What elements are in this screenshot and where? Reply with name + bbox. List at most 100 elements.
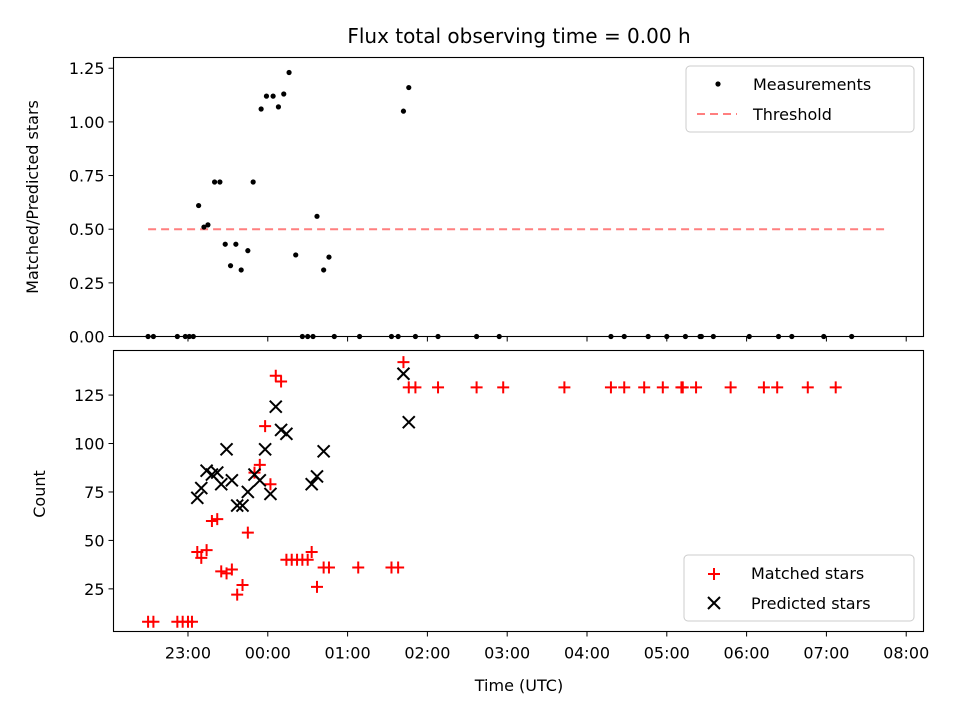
bottom-y-tick-label: 50 bbox=[84, 531, 104, 550]
matched-star-point bbox=[656, 381, 669, 394]
measurement-point bbox=[201, 224, 207, 230]
top-y-tick-label: 1.25 bbox=[69, 59, 105, 78]
legend-threshold-label: Threshold bbox=[752, 105, 832, 124]
predicted-star-point bbox=[219, 442, 234, 457]
measurement-point bbox=[263, 93, 270, 99]
matched-star-point bbox=[305, 546, 318, 559]
measurement-point bbox=[217, 179, 223, 185]
measurement-point bbox=[326, 254, 332, 260]
bottom-legend: Matched stars Predicted stars bbox=[683, 554, 915, 622]
matched-star-point bbox=[259, 420, 272, 433]
predicted-star-point bbox=[396, 367, 411, 381]
bottom-points bbox=[142, 356, 842, 628]
bottom-legend-box bbox=[683, 554, 915, 622]
x-tick-label: 08:00 bbox=[883, 644, 929, 663]
measurement-point bbox=[275, 104, 282, 110]
matched-star-point bbox=[558, 381, 571, 394]
x-tick-label: 01:00 bbox=[325, 644, 371, 663]
matched-star-point bbox=[757, 381, 770, 394]
top-axes-frame bbox=[112, 56, 925, 338]
matched-star-point bbox=[829, 381, 842, 394]
matched-star-point bbox=[147, 615, 160, 628]
predicted-star-point bbox=[304, 477, 319, 491]
predicted-star-point bbox=[316, 444, 331, 458]
matched-star-point bbox=[638, 381, 651, 394]
measurement-point bbox=[238, 267, 244, 273]
top-legend-box bbox=[685, 65, 915, 133]
measurement-point bbox=[227, 263, 234, 269]
matched-star-point bbox=[432, 381, 445, 394]
measurement-point bbox=[258, 106, 264, 112]
matched-star-point bbox=[225, 563, 238, 576]
bottom-panel: 25 50 75 100 125 23:00 00:00 01:00 02:00 03:00 04… bbox=[30, 349, 929, 695]
measurement-point bbox=[314, 213, 320, 219]
bottom-y-tick-label: 100 bbox=[74, 435, 105, 454]
matched-star-point bbox=[248, 466, 261, 479]
x-tick-label: 05:00 bbox=[644, 644, 690, 663]
x-tick-label: 02:00 bbox=[404, 644, 450, 663]
legend-predicted-label: Predicted stars bbox=[751, 594, 871, 613]
x-tick-label: 00:00 bbox=[245, 644, 291, 663]
matched-star-point bbox=[275, 375, 288, 388]
matched-star-point bbox=[604, 381, 617, 394]
measurement-point bbox=[406, 84, 412, 91]
legend-measurements-marker bbox=[715, 81, 721, 87]
predicted-star-point bbox=[279, 427, 294, 441]
matched-star-point bbox=[771, 381, 784, 394]
matched-star-point bbox=[470, 381, 483, 394]
matched-star-point bbox=[618, 381, 631, 394]
predicted-star-point bbox=[190, 491, 205, 505]
bottom-y-tick-label: 25 bbox=[84, 580, 104, 599]
top-legend: Measurements Threshold bbox=[685, 65, 915, 133]
measurement-point bbox=[286, 69, 292, 76]
predicted-star-point bbox=[194, 481, 208, 495]
matched-star-point bbox=[211, 513, 224, 526]
measurement-point bbox=[281, 91, 287, 97]
legend-predicted-marker bbox=[707, 596, 721, 610]
top-y-tick-label: 0.75 bbox=[69, 167, 105, 186]
matched-star-point bbox=[724, 381, 737, 394]
predicted-star-point bbox=[225, 473, 239, 488]
matched-star-point bbox=[392, 561, 405, 574]
predicted-star-point bbox=[253, 473, 267, 488]
measurement-point bbox=[270, 93, 276, 99]
top-y-axis-label: Matched/Predicted stars bbox=[23, 100, 42, 294]
matched-star-point bbox=[215, 565, 228, 578]
matched-star-point bbox=[269, 369, 282, 382]
measurement-point bbox=[205, 222, 211, 228]
predicted-star-point bbox=[269, 399, 283, 414]
matched-star-point bbox=[185, 615, 198, 628]
predicted-star-point bbox=[402, 415, 416, 429]
matched-star-point bbox=[310, 580, 323, 593]
chart-title: Flux total observing time = 0.00 h bbox=[347, 24, 690, 48]
bottom-y-tick-label: 75 bbox=[84, 483, 104, 502]
x-tick-label: 06:00 bbox=[724, 644, 770, 663]
predicted-star-point bbox=[214, 477, 228, 491]
matched-star-point bbox=[690, 381, 703, 394]
x-axis-label: Time (UTC) bbox=[474, 676, 563, 695]
measurement-point bbox=[250, 179, 256, 185]
predicted-star-point bbox=[310, 469, 324, 484]
legend-measurements-label: Measurements bbox=[753, 75, 871, 94]
matched-star-point bbox=[409, 381, 422, 394]
predicted-star-point bbox=[258, 442, 272, 457]
matched-star-point bbox=[497, 381, 510, 394]
measurement-point bbox=[222, 241, 228, 247]
matched-star-point bbox=[397, 356, 410, 369]
measurement-point bbox=[196, 202, 202, 209]
matched-star-point bbox=[231, 588, 244, 601]
predicted-star-point bbox=[235, 498, 250, 513]
predicted-star-point bbox=[210, 465, 224, 480]
measurement-point bbox=[400, 108, 407, 114]
matched-star-point bbox=[322, 561, 335, 574]
matched-star-point bbox=[676, 381, 689, 394]
bottom-y-tick-label: 125 bbox=[74, 386, 105, 405]
predicted-star-point bbox=[230, 498, 244, 513]
matched-star-point bbox=[236, 578, 249, 591]
matched-star-point bbox=[195, 551, 208, 564]
top-y-tick-label: 1.00 bbox=[69, 113, 105, 132]
predicted-star-point bbox=[263, 487, 278, 501]
x-tick-label: 07:00 bbox=[803, 644, 849, 663]
legend-matched-label: Matched stars bbox=[751, 564, 864, 583]
